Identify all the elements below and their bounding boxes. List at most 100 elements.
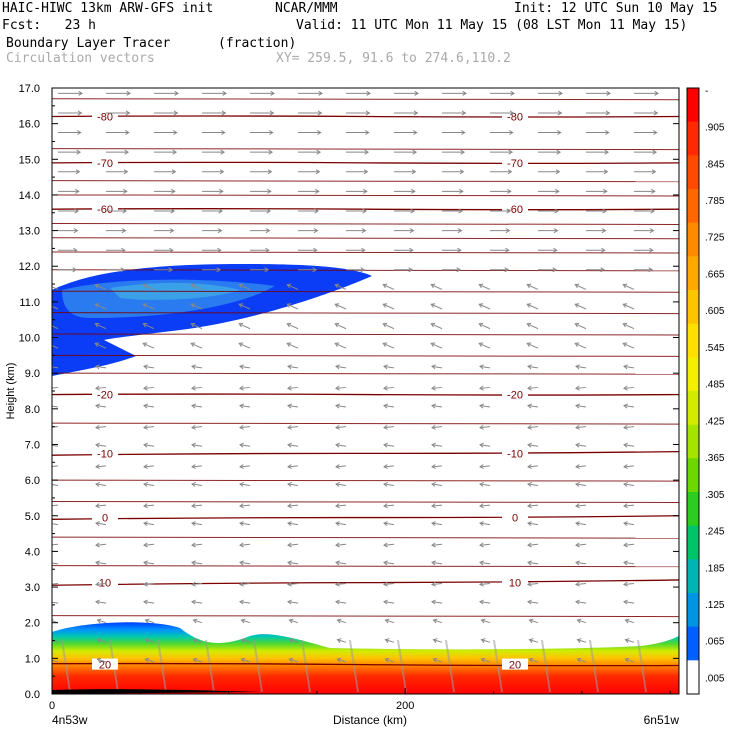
vector-arrowhead [315,169,321,175]
vector-arrowhead [622,303,628,308]
contour-label-bg [502,388,528,400]
vector-arrowhead [217,228,223,234]
vector-arrowhead [479,521,484,527]
vector-arrowhead [265,228,271,234]
circulation-vector [527,504,539,507]
vector-arrowhead [457,228,463,234]
vector-arrowhead [575,521,580,527]
circulation-vector [238,284,251,290]
circulation-vector [623,601,635,604]
circulation-vector [239,386,251,389]
vector-arrowhead [123,188,128,194]
circulation-vector [383,601,395,604]
vector-arrowhead [95,581,100,587]
circulation-vector [431,504,443,507]
y-tick-label: 10.0 [19,333,40,345]
temperature-contour [52,393,679,396]
circulation-vector [574,323,587,330]
temperature-contour [52,354,679,357]
circulation-vector [383,522,395,526]
y-tick-label: 7.0 [25,439,40,451]
vector-arrowhead [382,303,388,308]
contour-label-bg [502,447,528,459]
contour-label: 0 [512,513,518,525]
vector-arrowhead [431,560,436,566]
vector-arrowhead [431,442,436,448]
vector-arrowhead [239,542,244,548]
vector-arrowhead [528,657,534,663]
vector-arrowhead [410,208,416,214]
vector-arrowhead [143,521,148,527]
vector-arrowhead [240,618,246,624]
vector-arrowhead [335,424,340,430]
circulation-vector [95,465,107,468]
circulation-vector [52,325,59,330]
vector-arrowhead [383,521,388,527]
circulation-vector [286,303,299,310]
circulation-vector [143,543,155,546]
vector-arrowhead [430,342,436,347]
colorbar-swatch [687,155,699,190]
circulation-vector [481,639,491,643]
vector-arrowhead [48,482,52,486]
vector-arrowhead [173,110,179,116]
vector-arrowhead [288,638,294,643]
vector-arrowhead [510,90,516,96]
vector-arrowhead [526,283,532,289]
circulation-vector [575,365,587,369]
vector-arrowhead [460,149,466,155]
circulation-vector [431,386,443,389]
vector-arrowhead [221,130,226,136]
vector-arrowhead [478,322,484,328]
boundary-layer-vector-column [349,639,359,693]
circulation-vector [431,483,443,486]
circulation-vector [52,286,59,290]
vector-arrowhead [95,599,100,605]
vector-arrowhead [125,130,130,136]
vector-arrowhead [120,267,126,273]
vector-arrowhead [75,169,81,175]
circulation-vector [574,284,587,290]
vector-arrowhead [315,188,320,194]
vector-arrowhead [623,503,628,509]
vector-arrowhead [623,542,628,548]
vector-arrowhead [383,599,388,605]
vector-arrowhead [382,283,388,289]
circulation-vector [479,386,491,389]
vector-arrowhead [383,542,388,548]
colorbar-swatch [687,593,699,628]
vector-arrowhead [239,521,244,527]
contour-label-bg [92,156,118,168]
vector-arrowhead [479,364,484,370]
vector-arrowhead [430,283,436,289]
y-tick-label: 1.0 [25,653,40,665]
vector-arrowhead [623,481,628,487]
vector-arrowhead [623,385,628,391]
vector-arrowhead [575,403,580,409]
circulation-vector [287,504,299,507]
vector-arrowhead [48,543,52,547]
vector-arrowhead [601,228,607,234]
circulation-vector [479,444,491,447]
vector-arrowhead [365,110,371,116]
contour-label: 20 [509,660,521,672]
circulation-vector [241,639,251,643]
vector-arrowhead [479,560,484,566]
vector-arrowhead [623,581,628,587]
vector-arrowhead [382,342,388,347]
vector-arrowhead [650,208,656,214]
vector-arrowhead [383,385,388,391]
vector-arrowhead [239,385,244,391]
vector-arrowhead [411,169,417,175]
vector-arrowhead [144,657,150,663]
circulation-vector [191,504,203,507]
contour-label: -70 [507,158,523,170]
circulation-vector [143,426,155,429]
vector-arrowhead [363,169,369,175]
vector-arrowhead [384,638,390,643]
circulation-vector [191,405,203,408]
colorbar-label: .365 [705,453,725,464]
circulation-vector [575,522,587,526]
circulation-vector [431,582,443,585]
vector-arrowhead [143,560,148,566]
